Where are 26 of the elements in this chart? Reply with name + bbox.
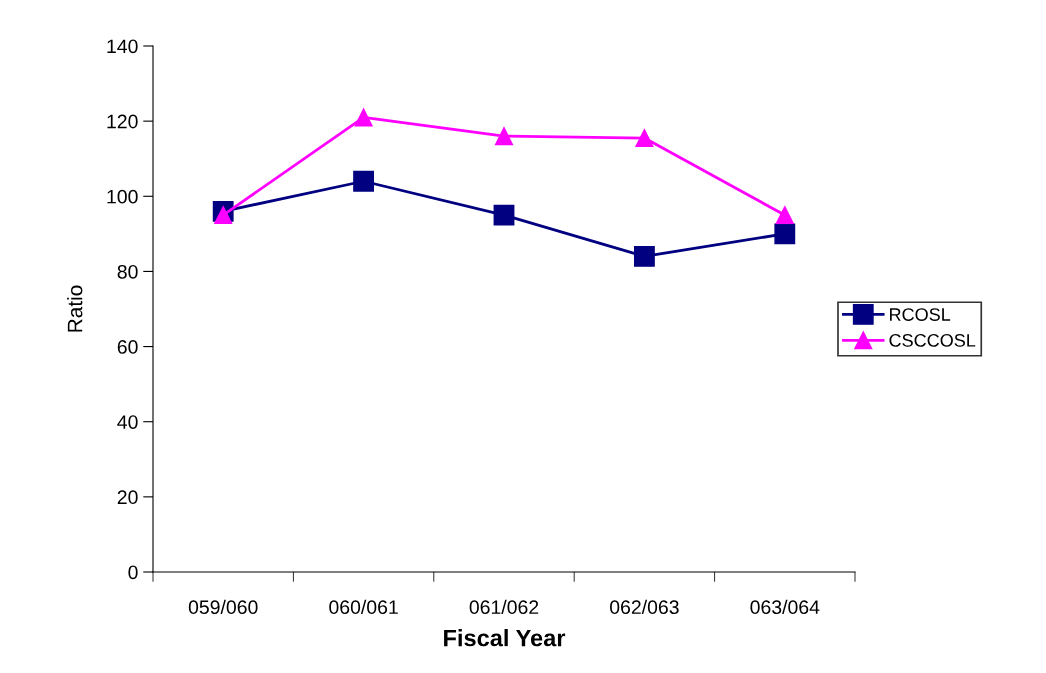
point: [494, 127, 514, 146]
x-tick-label: 063/064: [750, 599, 820, 615]
y-tick-label: 0: [128, 565, 138, 580]
x-tick-label: 060/061: [329, 599, 398, 615]
point: [354, 108, 373, 127]
point: [493, 204, 515, 226]
x-axis-title: Fiscal Year: [444, 629, 566, 647]
point: [635, 129, 654, 148]
point: [774, 223, 796, 245]
y-tick-label: 20: [117, 490, 138, 505]
legend-label: CSCCOSL: [889, 333, 976, 347]
y-tick-label: 80: [117, 264, 138, 279]
legend-label: RCOSL: [890, 308, 951, 321]
point: [214, 206, 233, 225]
x-tick-label: 059/060: [188, 599, 258, 615]
y-tick-label: 120: [107, 114, 138, 129]
y-tick-label: 100: [107, 189, 138, 204]
y-tick-label: 40: [117, 415, 138, 429]
point: [775, 206, 794, 225]
point: [353, 170, 375, 192]
x-tick-label: 062/063: [610, 599, 679, 615]
y-tick-label: 140: [107, 39, 138, 54]
y-tick-label: 60: [117, 340, 138, 354]
x-tick-label: 061/062: [469, 599, 539, 615]
point: [633, 245, 655, 267]
y-axis-title: Ratio: [67, 285, 83, 332]
